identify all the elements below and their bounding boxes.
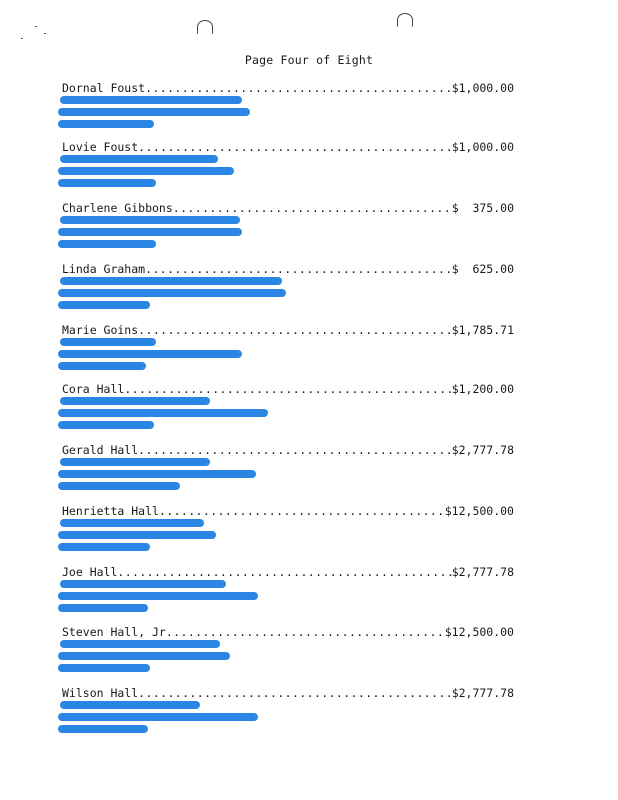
list-item: Linda Graham ...........................… <box>58 262 518 322</box>
entry-name: Lovie Foust <box>62 140 139 154</box>
entry-name: Gerald Hall <box>62 443 139 457</box>
redacted-city-line <box>58 531 216 539</box>
entry-name: Dornal Foust <box>62 81 146 95</box>
list-item: Charlene Gibbons .......................… <box>58 201 518 261</box>
redacted-city-line <box>58 350 242 358</box>
redacted-phone-line <box>58 543 150 551</box>
punch-hole-right <box>397 13 413 27</box>
redacted-address-line <box>60 155 218 163</box>
redacted-city-line <box>58 228 242 236</box>
redacted-address-line <box>60 216 240 224</box>
dot-leader: ........................................… <box>138 323 452 337</box>
entry-line: Henrietta Hall .........................… <box>62 504 514 518</box>
entry-amount: $ 625.00 <box>451 262 514 276</box>
list-item: Henrietta Hall .........................… <box>58 504 518 564</box>
list-item: Marie Goins ............................… <box>58 323 518 383</box>
redacted-city-line <box>58 470 256 478</box>
entry-amount: $1,000.00 <box>451 140 514 154</box>
entry-line: Cora Hall ..............................… <box>62 382 514 396</box>
list-item: Cora Hall ..............................… <box>58 382 518 442</box>
redacted-phone-line <box>58 120 154 128</box>
entry-amount: $1,785.71 <box>451 323 514 337</box>
entry-line: Wilson Hall ............................… <box>62 686 514 700</box>
redacted-phone-line <box>58 362 146 370</box>
redacted-address-line <box>60 397 210 405</box>
entry-line: Joe Hall ...............................… <box>62 565 514 579</box>
entry-name: Henrietta Hall <box>62 504 159 518</box>
list-item: Gerald Hall ............................… <box>58 443 518 503</box>
list-item: Lovie Foust ............................… <box>58 140 518 200</box>
entry-name: Cora Hall <box>62 382 125 396</box>
entry-amount: $ 375.00 <box>451 201 514 215</box>
redacted-city-line <box>58 409 268 417</box>
dot-leader: ........................................… <box>172 201 452 215</box>
entry-amount: $1,200.00 <box>451 382 514 396</box>
redacted-address-line <box>60 519 204 527</box>
redacted-city-line <box>58 108 250 116</box>
entry-line: Steven Hall, Jr ........................… <box>62 625 514 639</box>
redacted-address-line <box>60 277 282 285</box>
dot-leader: ........................................… <box>124 382 452 396</box>
redacted-phone-line <box>58 725 148 733</box>
redacted-city-line <box>58 289 286 297</box>
redacted-address-line <box>60 338 156 346</box>
dot-leader: ........................................… <box>158 504 445 518</box>
redacted-phone-line <box>58 482 180 490</box>
redacted-phone-line <box>58 664 150 672</box>
redacted-phone-line <box>58 179 156 187</box>
dot-leader: ........................................… <box>117 565 452 579</box>
redacted-phone-line <box>58 421 154 429</box>
redacted-phone-line <box>58 604 148 612</box>
redacted-city-line <box>58 713 258 721</box>
dot-leader: ........................................… <box>145 262 452 276</box>
redacted-address-line <box>60 640 220 648</box>
scan-speck <box>35 26 37 27</box>
dot-leader: ........................................… <box>138 140 452 154</box>
dot-leader: ........................................… <box>138 443 452 457</box>
entry-line: Dornal Foust ...........................… <box>62 81 514 95</box>
list-item: Joe Hall ...............................… <box>58 565 518 625</box>
entry-amount: $2,777.78 <box>451 443 514 457</box>
entry-name: Joe Hall <box>62 565 118 579</box>
redacted-address-line <box>60 458 210 466</box>
scan-speck <box>21 38 23 39</box>
entry-line: Lovie Foust ............................… <box>62 140 514 154</box>
redacted-city-line <box>58 592 258 600</box>
redacted-address-line <box>60 96 242 104</box>
entry-amount: $12,500.00 <box>444 625 514 639</box>
entry-name: Wilson Hall <box>62 686 139 700</box>
scan-speck <box>44 33 46 34</box>
entry-amount: $2,777.78 <box>451 565 514 579</box>
entry-line: Linda Graham ...........................… <box>62 262 514 276</box>
punch-hole-left <box>197 20 213 34</box>
page-title: Page Four of Eight <box>244 53 374 67</box>
entry-line: Gerald Hall ............................… <box>62 443 514 457</box>
list-item: Dornal Foust ...........................… <box>58 81 518 141</box>
redacted-phone-line <box>58 240 156 248</box>
entry-name: Linda Graham <box>62 262 146 276</box>
redacted-phone-line <box>58 301 150 309</box>
redacted-city-line <box>58 167 234 175</box>
entry-amount: $12,500.00 <box>444 504 514 518</box>
redacted-city-line <box>58 652 230 660</box>
dot-leader: ........................................… <box>138 686 452 700</box>
entry-name: Charlene Gibbons <box>62 201 173 215</box>
redacted-address-line <box>60 580 226 588</box>
entry-name: Steven Hall, Jr <box>62 625 166 639</box>
entry-amount: $2,777.78 <box>451 686 514 700</box>
entry-name: Marie Goins <box>62 323 139 337</box>
list-item: Steven Hall, Jr ........................… <box>58 625 518 685</box>
dot-leader: ........................................… <box>165 625 445 639</box>
dot-leader: ........................................… <box>145 81 452 95</box>
list-item: Wilson Hall ............................… <box>58 686 518 746</box>
redacted-address-line <box>60 701 200 709</box>
entry-line: Marie Goins ............................… <box>62 323 514 337</box>
entry-line: Charlene Gibbons .......................… <box>62 201 514 215</box>
entry-amount: $1,000.00 <box>451 81 514 95</box>
